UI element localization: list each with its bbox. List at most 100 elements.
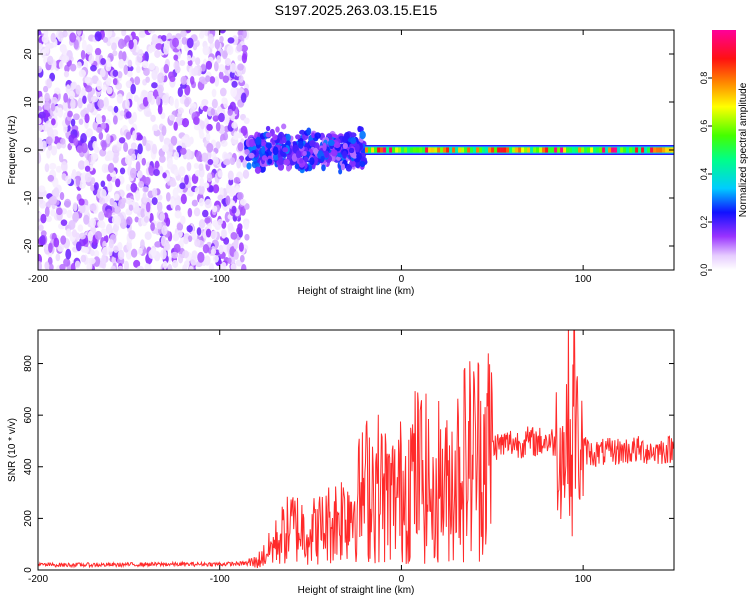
spectrogram-cell bbox=[365, 147, 369, 153]
spectrogram-cell bbox=[557, 147, 561, 153]
spectrogram-cell bbox=[230, 86, 237, 98]
spectrogram-cell bbox=[241, 53, 248, 64]
spectrogram-cell bbox=[482, 147, 486, 153]
spectrogram-cell bbox=[97, 99, 105, 109]
spectrogram-cell bbox=[578, 147, 582, 153]
spectrogram-cell bbox=[149, 212, 154, 224]
spectrogram-cell bbox=[190, 255, 197, 266]
spectrogram-cell bbox=[184, 174, 189, 185]
spectrogram-cell bbox=[107, 181, 113, 193]
spectrogram-cell bbox=[112, 69, 119, 77]
spectrogram-cell bbox=[173, 243, 181, 253]
spectrogram-cell bbox=[371, 147, 375, 153]
spectrogram-cell bbox=[72, 202, 78, 212]
spectrogram-cell bbox=[148, 165, 153, 174]
spectrogram-cell bbox=[172, 37, 180, 48]
spectrogram-cell bbox=[50, 32, 56, 43]
spectrogram-cell bbox=[428, 147, 432, 153]
spectrogram-cell bbox=[229, 157, 236, 166]
spectrogram-cell bbox=[218, 64, 226, 73]
spectrogram-cell bbox=[199, 131, 205, 140]
spectrogram-cell bbox=[126, 65, 134, 72]
spectrogram-cell bbox=[48, 242, 53, 254]
spectrogram-cell bbox=[191, 199, 198, 207]
spectrogram-cell bbox=[255, 136, 262, 146]
spectrogram-cell bbox=[126, 70, 133, 78]
spectrogram-cell bbox=[88, 257, 96, 265]
spectrogram-cell bbox=[215, 141, 221, 149]
spectrogram-cell bbox=[40, 213, 47, 224]
spectrogram-cell bbox=[60, 161, 68, 172]
spectrogram-cell bbox=[629, 147, 633, 153]
spectrogram-cell bbox=[419, 147, 423, 153]
spectrogram-cell bbox=[182, 264, 188, 270]
spectrogram-cell bbox=[338, 168, 343, 175]
spectrogram-cell bbox=[470, 147, 474, 153]
spectrogram-cell bbox=[413, 147, 417, 153]
spectrogram-cell bbox=[230, 62, 236, 73]
spectrogram-cell bbox=[106, 86, 113, 95]
spectrogram-cell bbox=[114, 205, 121, 215]
spectrogram-cell bbox=[124, 99, 130, 110]
spectrogram-cell bbox=[38, 152, 42, 164]
spectrogram-cell bbox=[596, 147, 600, 153]
spectrogram-cell bbox=[294, 163, 300, 170]
spectrogram-cell bbox=[38, 224, 44, 232]
spectrogram-cell bbox=[49, 195, 57, 205]
spectrogram-cell bbox=[175, 204, 181, 213]
spectrogram-cell bbox=[125, 131, 132, 140]
x-tick-label: -200 bbox=[28, 574, 48, 585]
spectrogram-cell bbox=[340, 163, 346, 171]
spectrogram-cell bbox=[212, 115, 219, 122]
spectrogram-cell bbox=[218, 244, 224, 255]
spectrogram-cell bbox=[90, 249, 95, 257]
spectrogram-cell bbox=[98, 211, 105, 222]
spectrogram-cell bbox=[215, 121, 221, 132]
spectrogram-cell bbox=[98, 131, 104, 141]
spectrogram-cell bbox=[227, 170, 234, 181]
spectrogram-cell bbox=[186, 54, 192, 62]
spectrogram-cell bbox=[94, 31, 102, 42]
spectrogram-cell bbox=[212, 205, 218, 213]
spectrogram-cell bbox=[416, 147, 420, 153]
spectrogram-cell bbox=[208, 185, 214, 193]
snr-y-label: SNR (10 * v/v) bbox=[7, 418, 18, 482]
spectrogram-cell bbox=[169, 96, 175, 107]
spectrogram-cell bbox=[62, 55, 70, 63]
spectrogram-cell bbox=[267, 158, 273, 165]
spectrogram-cell bbox=[238, 242, 244, 252]
spectrogram-cell bbox=[614, 147, 618, 153]
spectrogram-cell bbox=[76, 30, 82, 36]
spectrogram-cell bbox=[53, 237, 60, 248]
spectrogram-cell bbox=[212, 184, 220, 194]
spectrogram-cell bbox=[210, 248, 217, 255]
spectrogram-cell bbox=[197, 184, 205, 195]
spectrogram-cell bbox=[199, 177, 204, 187]
spectrogram-cell bbox=[84, 76, 91, 84]
spectrogram-cell bbox=[306, 127, 312, 136]
figure-title: S197.2025.263.03.15.E15 bbox=[275, 2, 438, 18]
spectrogram-cell bbox=[107, 105, 114, 112]
spectrogram-cell bbox=[112, 115, 118, 125]
spectrogram-cell bbox=[99, 197, 106, 205]
spectrogram-cell bbox=[281, 123, 287, 130]
spectrogram-cell bbox=[386, 147, 390, 153]
spectrogram-cell bbox=[38, 105, 43, 112]
spectrogram-cell bbox=[410, 147, 414, 153]
spectrogram-cell bbox=[183, 237, 189, 245]
spectrogram-cell bbox=[198, 219, 206, 229]
spectrogram-cell bbox=[117, 70, 123, 79]
colorbar-tick-label: 0.0 bbox=[699, 264, 709, 277]
spectrogram-cell bbox=[123, 142, 129, 153]
spectrogram-cell bbox=[58, 60, 64, 70]
spectrogram-cell bbox=[212, 254, 219, 263]
spectrogram-cell bbox=[100, 180, 106, 188]
spectrogram-cell bbox=[527, 147, 531, 153]
spectrogram-cell bbox=[157, 104, 163, 115]
spectrogram-cell bbox=[161, 125, 167, 136]
x-tick-label: 0 bbox=[399, 574, 405, 585]
spectrogram-cell bbox=[170, 198, 176, 210]
spectrogram-cell bbox=[605, 147, 609, 153]
